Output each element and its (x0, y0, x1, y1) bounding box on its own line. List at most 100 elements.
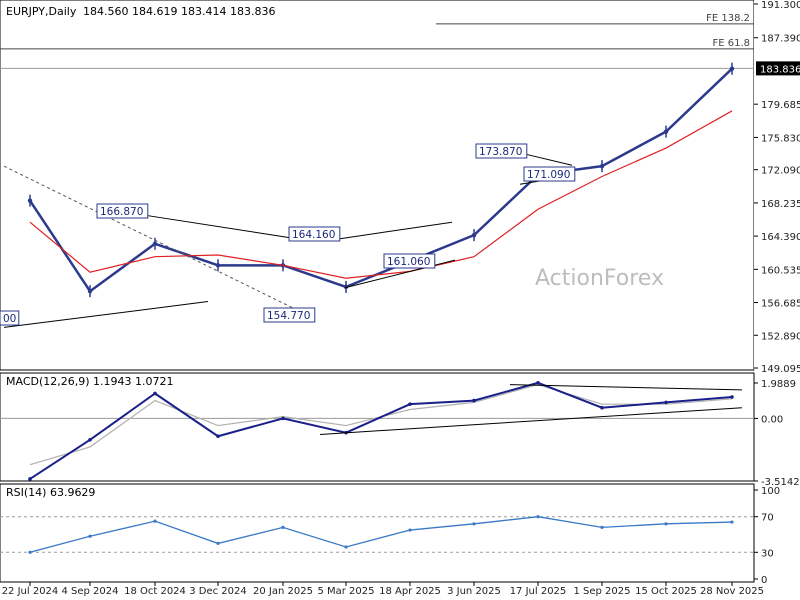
price-label-text: 173.870 (479, 146, 522, 158)
macd-line (29, 381, 733, 480)
x-tick-label: 3 Jun 2025 (447, 586, 501, 597)
support-trendline-1 (3, 301, 209, 328)
current-price-box (756, 61, 800, 76)
price-point (87, 288, 93, 294)
price-point (729, 66, 735, 71)
price-panel (0, 0, 755, 371)
price-tick-label: 160.535 (761, 265, 800, 276)
resistance-trendline-1 (139, 213, 291, 239)
price-label-text: 161.060 (387, 256, 430, 268)
resistance-trendline-2 (334, 221, 453, 240)
rsi-point (153, 519, 157, 523)
x-tick-label: 20 Jan 2025 (253, 586, 313, 597)
macd-point (28, 477, 32, 481)
macd-series-layer (28, 381, 743, 481)
price-point (663, 129, 669, 134)
macd-point (664, 400, 668, 405)
rsi-title: RSI(14) 63.9629 (6, 486, 95, 499)
sma-series-line (29, 110, 733, 279)
rsi-point (344, 545, 348, 549)
price-tick-label: 187.390 (761, 34, 800, 45)
price-label-text: 166.870 (100, 206, 143, 218)
x-tick-label: 18 Apr 2025 (379, 586, 441, 597)
x-tick-label: 17 Jul 2025 (510, 586, 567, 597)
price-tick-label: 191.300 (761, 0, 800, 11)
price-label-box (523, 166, 576, 182)
macd-point (153, 391, 157, 396)
rsi-point (536, 515, 540, 519)
price-label-text: 00 (3, 313, 16, 325)
price-point (599, 163, 605, 169)
price-tick-label: 175.830 (761, 133, 800, 144)
price-label-box (383, 253, 436, 269)
price-point (152, 241, 158, 246)
macd-panel (0, 372, 755, 482)
rsi-panel (0, 483, 755, 583)
price-point (27, 198, 33, 203)
rsi-tick-label: 0 (761, 575, 767, 586)
x-tick-label: 22 Jul 2024 (2, 586, 59, 597)
macd-tick-label: 0.00 (761, 414, 783, 425)
watermark-text: ActionForex (535, 266, 664, 291)
rsi-point (281, 525, 285, 529)
rsi-point (88, 534, 92, 538)
fib-label: FE 138.2 (706, 13, 750, 24)
price-tick-current: 183.836 (760, 64, 800, 75)
price-point (343, 284, 349, 290)
macd-title: MACD(12,26,9) 1.1943 1.0721 (6, 375, 174, 388)
price-tick-label: 172.090 (761, 166, 800, 177)
rsi-tick-label: 100 (761, 486, 780, 497)
price-label-text: 171.090 (527, 169, 570, 181)
rsi-point (472, 522, 476, 526)
macd-point (472, 398, 476, 403)
support-trendline-2 (344, 259, 456, 289)
price-series-line (28, 67, 733, 293)
price-series-layer: FE 138.2 FE 61.8 166.870 164.160 161.060 154.… (0, 13, 754, 328)
macd-tick-label: 1.9889 (761, 379, 796, 390)
price-axis (754, 0, 800, 370)
macd-resistance-trendline (509, 384, 743, 391)
price-label-text: 164.160 (292, 229, 335, 241)
macd-point (600, 405, 604, 410)
rsi-point (408, 528, 412, 532)
price-tick-label: 164.390 (761, 232, 800, 243)
x-tick-label: 3 Dec 2024 (189, 586, 247, 597)
x-tick-label: 18 Oct 2024 (124, 586, 186, 597)
price-label-box (96, 203, 149, 219)
price-label-box (288, 226, 341, 242)
x-tick-label: 4 Sep 2024 (61, 586, 118, 597)
price-point (215, 263, 221, 268)
x-tick-label: 15 Oct 2025 (635, 586, 697, 597)
price-label-box (475, 143, 528, 159)
triangle-upper-line (524, 153, 573, 166)
macd-support-trendline (319, 407, 743, 435)
rsi-point (730, 520, 734, 524)
macd-point (536, 381, 540, 385)
rsi-series-layer (28, 515, 734, 554)
price-label-text: 154.770 (267, 310, 310, 322)
fib-label: FE 61.8 (712, 38, 750, 49)
header-symbol: EURJPY,Daily (6, 5, 77, 18)
price-tick-label: 152.890 (761, 331, 800, 342)
dashed-trendline (3, 165, 316, 320)
macd-point (216, 434, 220, 439)
x-tick-label: 1 Sep 2025 (573, 586, 630, 597)
rsi-tick-label: 30 (761, 548, 774, 559)
macd-point (88, 437, 92, 442)
rsi-line (29, 516, 733, 553)
macd-point (281, 416, 285, 421)
rsi-point (600, 525, 604, 529)
macd-tick-label: -3.5142 (761, 477, 800, 488)
price-label-box (263, 307, 316, 323)
rsi-point (216, 541, 220, 546)
rsi-point (664, 522, 668, 526)
macd-point (730, 395, 734, 399)
price-tick-label: 168.235 (761, 199, 800, 210)
price-tick-label: 179.685 (761, 100, 800, 111)
header-ohlc: 184.560 184.619 183.414 183.836 (83, 5, 275, 18)
price-tick-label: 156.685 (761, 299, 800, 310)
price-tick-label: 149.095 (761, 364, 800, 375)
rsi-tick-label: 70 (761, 513, 774, 524)
